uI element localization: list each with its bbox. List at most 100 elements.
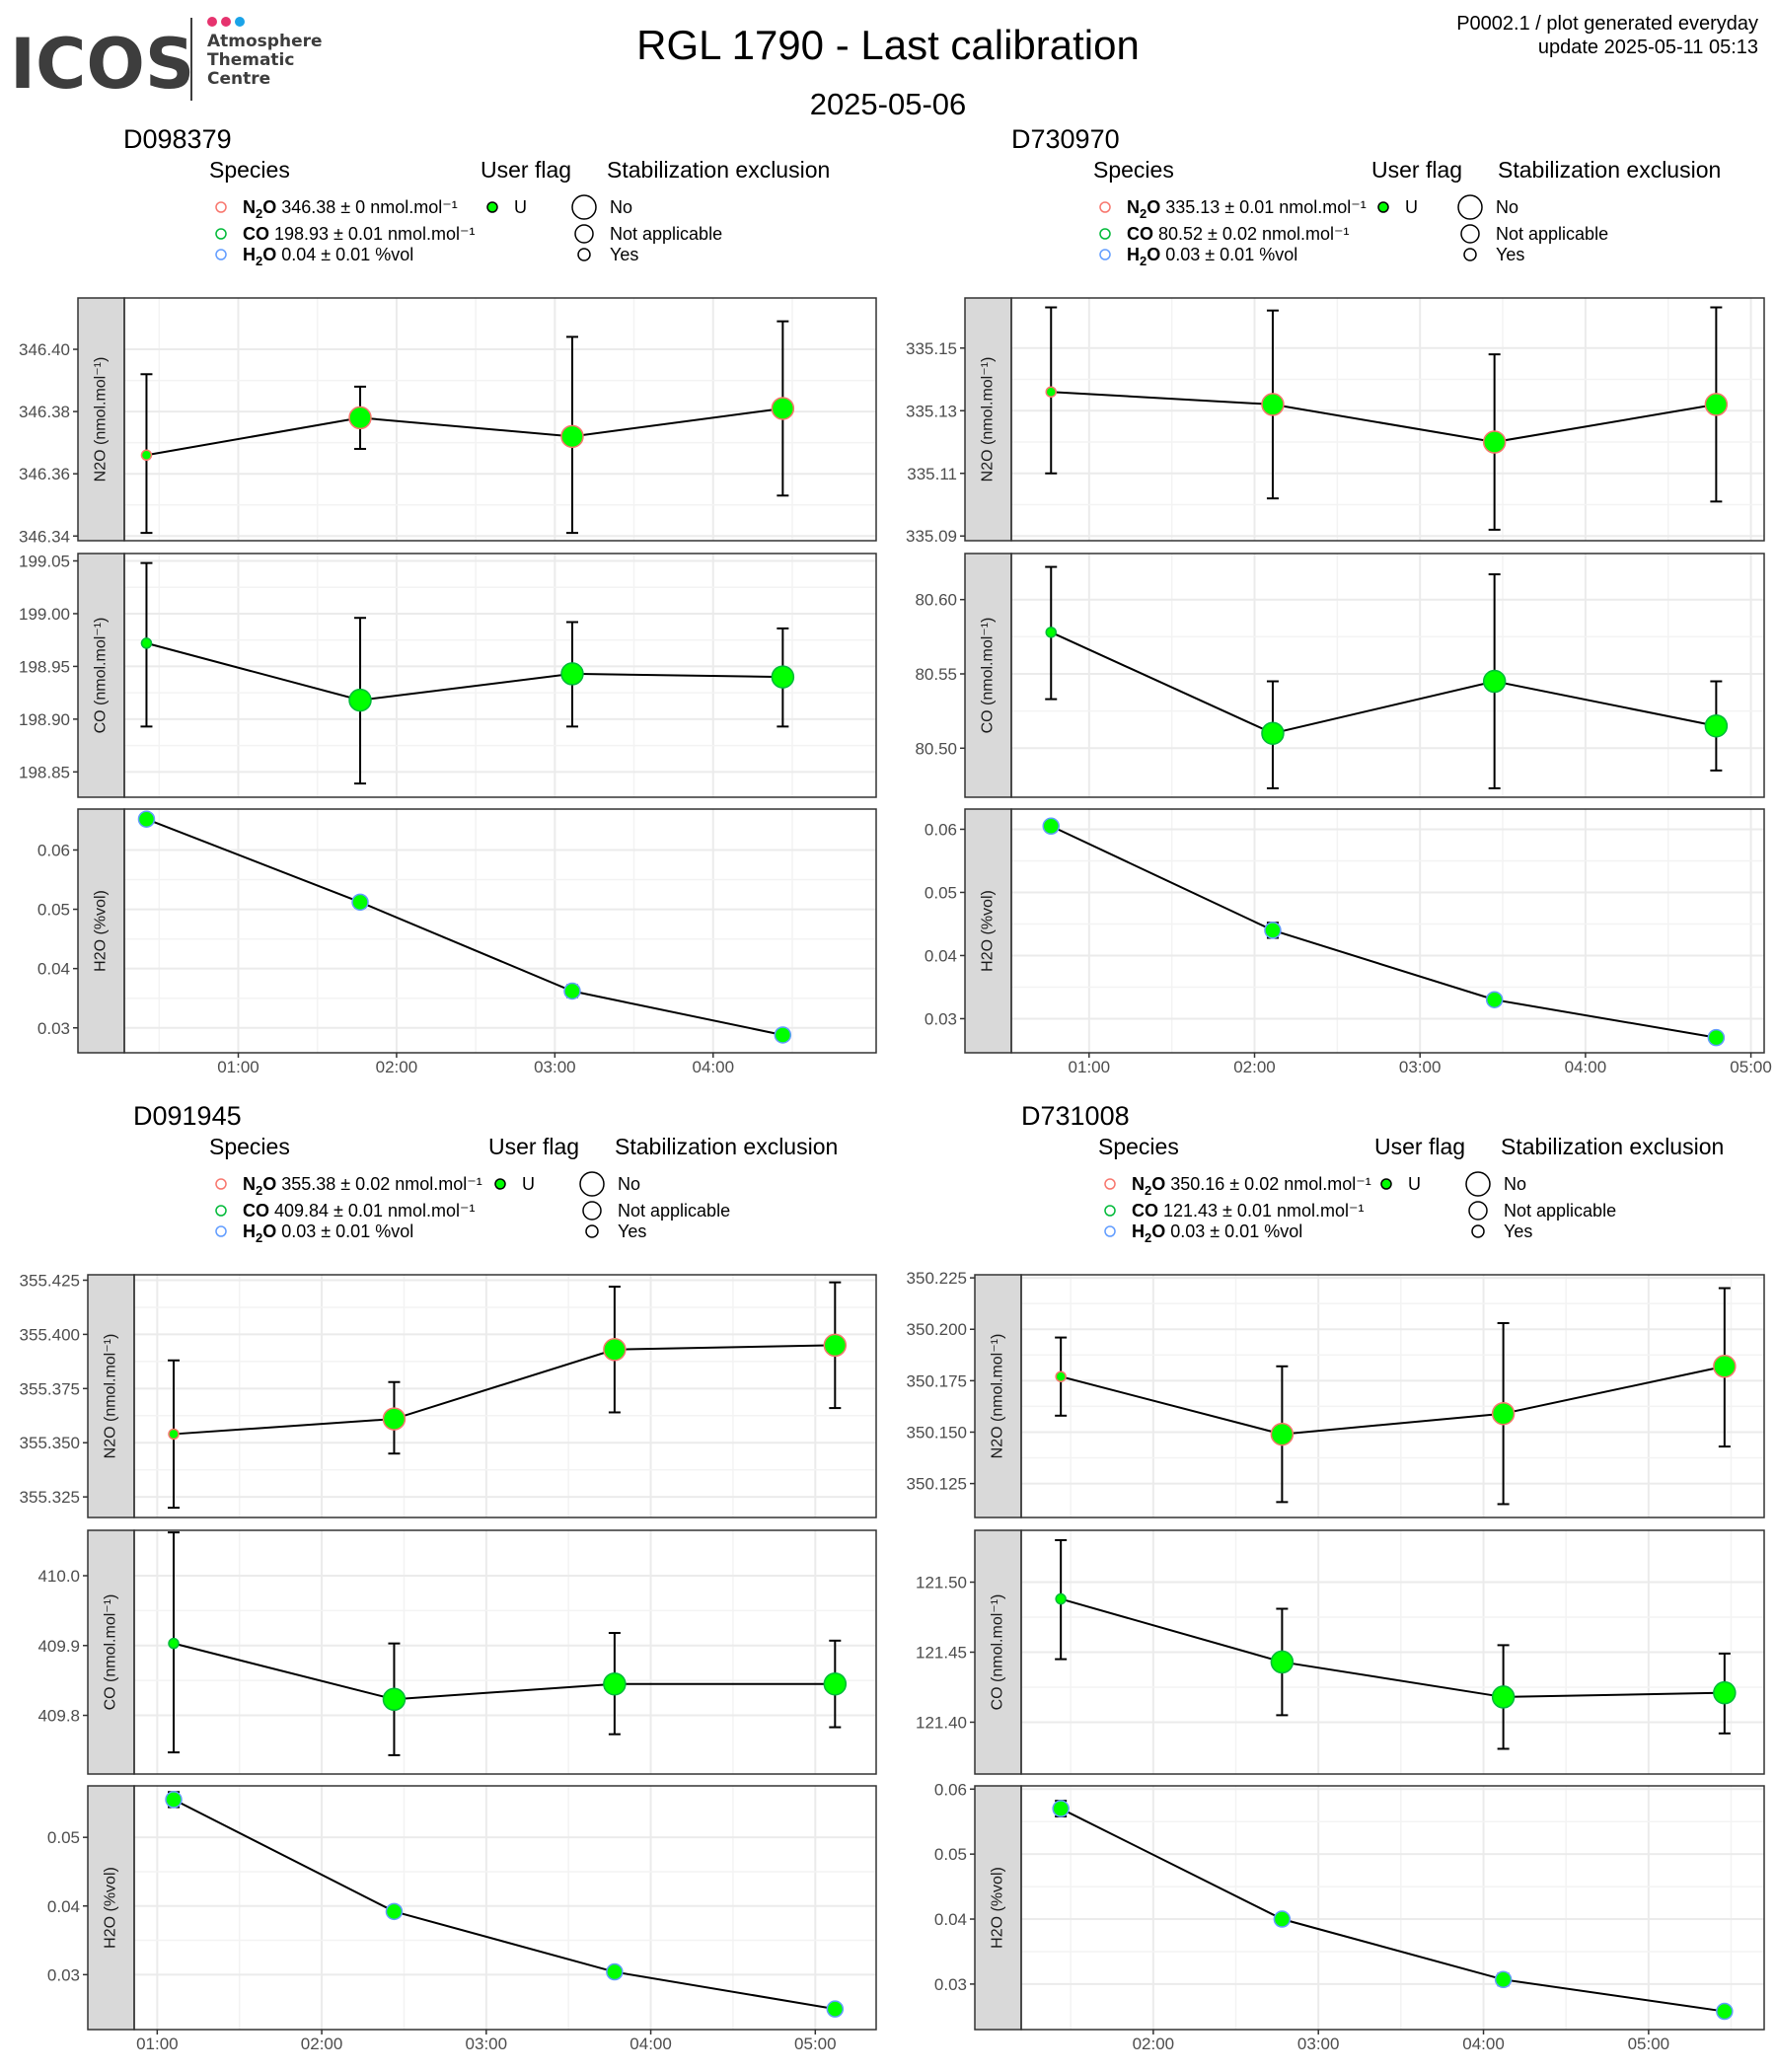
legend-entry-N2O: N2O 355.38 ± 0.02 nmol.mol⁻¹ bbox=[243, 1174, 482, 1198]
legend-user-flag-label: U bbox=[514, 197, 527, 217]
y-tick-label: 355.375 bbox=[20, 1379, 80, 1398]
facet-strip bbox=[974, 1274, 1022, 1518]
facet-label: CO (nmol.mol⁻¹) bbox=[990, 1594, 1006, 1711]
y-tick-label: 355.350 bbox=[20, 1434, 80, 1452]
plot-frame bbox=[1020, 1274, 1765, 1518]
data-point-N2O bbox=[560, 424, 584, 449]
subscript: 2 bbox=[1140, 206, 1147, 221]
series-line-H2O bbox=[1050, 825, 1717, 1039]
panel-N2O: 350.125 350.150 350.175 350.200 350.225 N2O (… bbox=[907, 1269, 1765, 1518]
legend-value: 346.38 ± 0 nmol.mol⁻¹ bbox=[276, 197, 457, 217]
legend-entry-H2O: H2O 0.04 ± 0.01 %vol bbox=[243, 245, 413, 268]
icos-logo: ICOS Atmosphere Thematic Centre bbox=[10, 17, 323, 103]
panel-CO: 409.8 409.9 410.0 CO (nmol.mol⁻¹) bbox=[37, 1529, 877, 1775]
legend-value: 355.38 ± 0.02 nmol.mol⁻¹ bbox=[276, 1174, 482, 1194]
calibration-chart-D098379: D098379 Species User flag Stabilization exc… bbox=[19, 124, 877, 1076]
legend-stabilization-label: No bbox=[610, 197, 632, 217]
y-tick-label: 0.03 bbox=[934, 1975, 967, 1994]
legend-value: 0.03 ± 0.01 %vol bbox=[276, 1221, 413, 1241]
facet-label: N2O (nmol.mol⁻¹) bbox=[103, 1334, 119, 1459]
subscript: 2 bbox=[256, 254, 262, 268]
facet-strip bbox=[974, 1785, 1022, 2031]
y-tick-label: 0.04 bbox=[934, 1910, 967, 1929]
data-point-CO bbox=[1270, 1650, 1295, 1674]
legend-title-stabilization: Stabilization exclusion bbox=[607, 157, 830, 183]
plot-area bbox=[1011, 809, 1764, 1053]
legend-species-name: H bbox=[1127, 245, 1140, 264]
legend-title-user-flag: User flag bbox=[1374, 1134, 1465, 1159]
series-line-H2O bbox=[173, 1799, 836, 2011]
legend-stabilization-label: No bbox=[1504, 1174, 1526, 1194]
legend-stabilization-label: Yes bbox=[1504, 1221, 1532, 1241]
data-point-CO bbox=[1045, 627, 1057, 638]
x-tick-label: 03:00 bbox=[466, 2035, 508, 2053]
data-point-CO bbox=[1491, 1685, 1516, 1709]
data-point-N2O bbox=[1482, 430, 1507, 454]
legend-key-user-flag bbox=[1377, 201, 1389, 213]
y-tick-label: 80.50 bbox=[915, 739, 957, 758]
legend-key-N2O bbox=[1104, 1178, 1116, 1190]
legend-key-stabilization-1 bbox=[582, 1201, 602, 1221]
subscript: 2 bbox=[1145, 1183, 1151, 1198]
data-point-CO bbox=[168, 1637, 180, 1650]
y-tick-label: 0.05 bbox=[925, 883, 957, 902]
y-tick-label: 0.06 bbox=[934, 1780, 967, 1799]
legend-species-name: O bbox=[1147, 197, 1160, 217]
data-point-H2O bbox=[1716, 2002, 1734, 2021]
y-tick-label: 346.40 bbox=[19, 340, 70, 359]
legend-species-name: N bbox=[1127, 197, 1140, 217]
legend-key-stabilization-0 bbox=[579, 1171, 605, 1197]
legend-key-N2O bbox=[1099, 201, 1111, 213]
legend-entry-H2O: H2O 0.03 ± 0.01 %vol bbox=[1127, 245, 1297, 268]
legend-key-user-flag bbox=[1380, 1178, 1392, 1190]
chart-title: D091945 bbox=[133, 1101, 242, 1131]
plot-area bbox=[124, 554, 876, 797]
y-tick-label: 0.06 bbox=[925, 820, 957, 839]
calibration-chart-D731008: D731008 Species User flag Stabilization exc… bbox=[907, 1101, 1765, 2053]
legend-key-N2O bbox=[215, 201, 227, 213]
legend-species-name: CO bbox=[1132, 1201, 1158, 1221]
data-point-N2O bbox=[1261, 393, 1285, 416]
data-point-N2O bbox=[348, 406, 372, 430]
data-point-CO bbox=[603, 1671, 627, 1696]
data-point-CO bbox=[1704, 713, 1729, 738]
data-point-N2O bbox=[1704, 393, 1729, 416]
series-line-CO bbox=[146, 641, 783, 702]
legend-entry-N2O: N2O 346.38 ± 0 nmol.mol⁻¹ bbox=[243, 197, 458, 221]
y-tick-label: 346.36 bbox=[19, 465, 70, 483]
logo-sub-2: Thematic bbox=[207, 50, 294, 70]
legend-entry-N2O: N2O 350.16 ± 0.02 nmol.mol⁻¹ bbox=[1132, 1174, 1371, 1198]
legend-stabilization-label: Yes bbox=[610, 245, 638, 264]
generation-info-line2: update 2025-05-11 05:13 bbox=[1537, 37, 1758, 58]
y-tick-label: 199.00 bbox=[19, 605, 70, 624]
facet-label: H2O (%vol) bbox=[103, 1867, 119, 1949]
y-tick-label: 80.60 bbox=[915, 591, 957, 610]
legend-value: 121.43 ± 0.01 nmol.mol⁻¹ bbox=[1158, 1201, 1365, 1221]
data-point-N2O bbox=[1045, 386, 1057, 398]
legend-entry-CO: CO 409.84 ± 0.01 nmol.mol⁻¹ bbox=[243, 1201, 476, 1221]
legend-stabilization-label: No bbox=[1496, 197, 1518, 217]
plot-area bbox=[1011, 298, 1764, 541]
calibration-chart-D091945: D091945 Species User flag Stabilization exc… bbox=[20, 1101, 877, 2053]
plot-frame bbox=[123, 553, 877, 798]
legend-species-name: H bbox=[243, 1221, 256, 1241]
facet-label: H2O (%vol) bbox=[980, 890, 997, 972]
x-tick-label: 03:00 bbox=[534, 1058, 576, 1076]
x-tick-label: 01:00 bbox=[136, 2035, 179, 2053]
x-tick-label: 05:00 bbox=[1730, 1058, 1772, 1076]
y-tick-label: 0.06 bbox=[37, 841, 70, 859]
y-tick-label: 0.04 bbox=[37, 960, 70, 979]
series-line-H2O bbox=[1060, 1808, 1725, 2013]
y-tick-label: 121.45 bbox=[916, 1644, 967, 1663]
data-point-H2O bbox=[826, 2000, 845, 2018]
legend-key-stabilization-1 bbox=[1468, 1201, 1488, 1221]
legend-species-name: N bbox=[243, 1174, 256, 1194]
data-point-N2O bbox=[168, 1428, 180, 1441]
data-point-H2O bbox=[1707, 1028, 1726, 1047]
x-tick-label: 03:00 bbox=[1297, 2035, 1340, 2053]
legend-title-species: Species bbox=[209, 157, 290, 183]
y-tick-label: 346.34 bbox=[19, 527, 70, 546]
legend-key-H2O bbox=[1104, 1225, 1116, 1237]
plot-area bbox=[1011, 554, 1764, 797]
legend-title-species: Species bbox=[1098, 1134, 1179, 1159]
